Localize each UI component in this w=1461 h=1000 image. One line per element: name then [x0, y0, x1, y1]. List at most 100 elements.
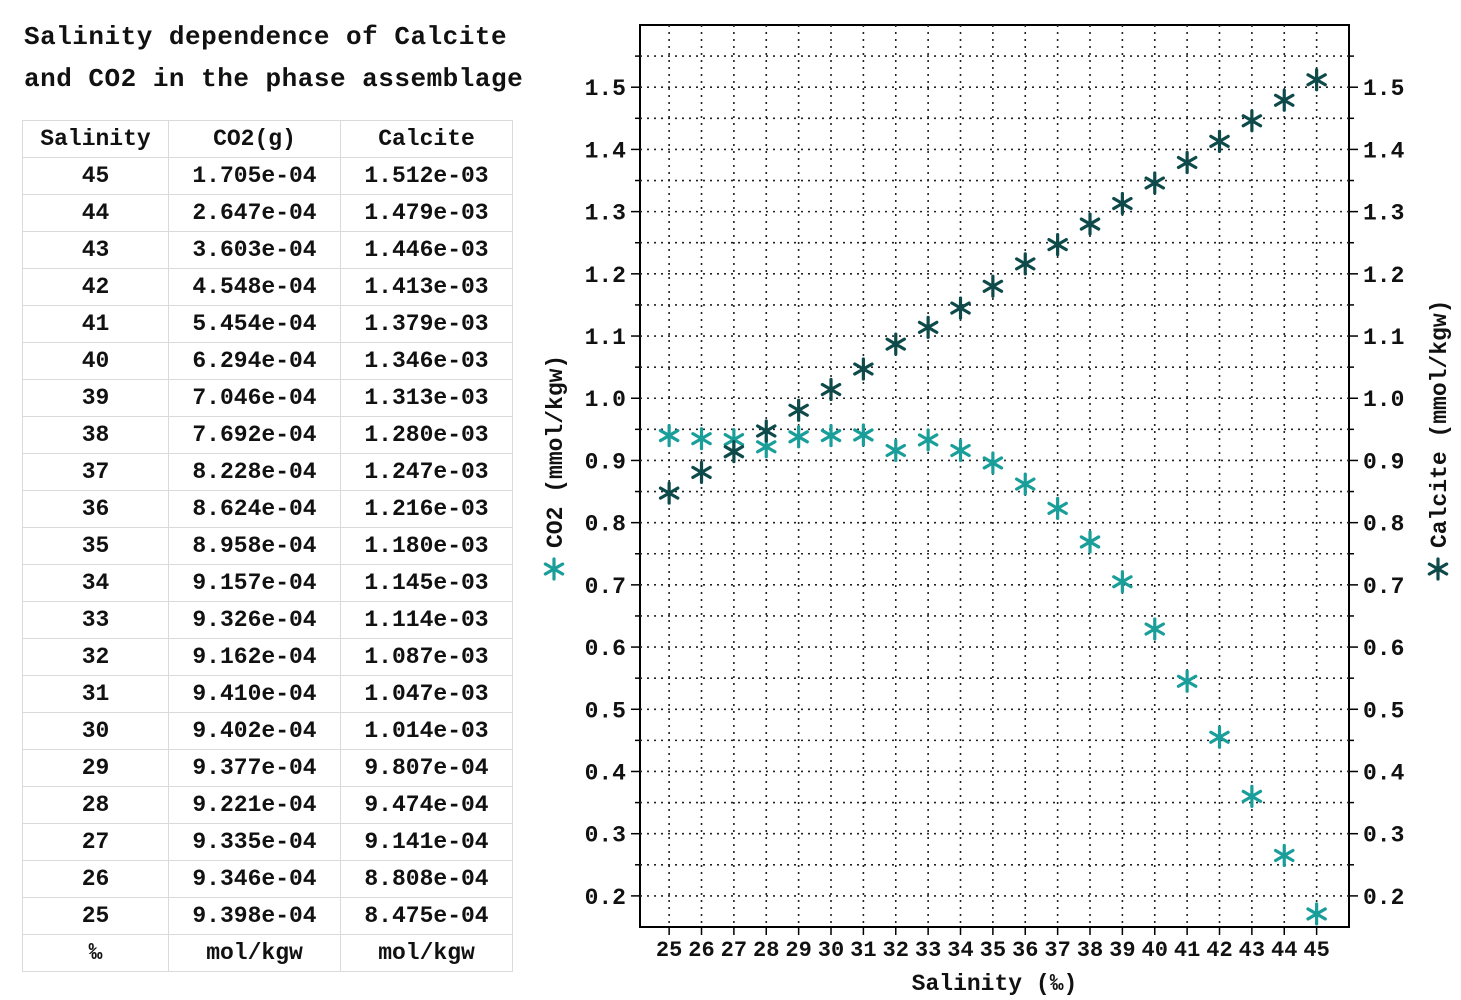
cell-co2: 9.326e-04	[168, 601, 341, 639]
cell-co2: 5.454e-04	[168, 305, 341, 343]
table-row: 36 8.624e-04 1.216e-03	[22, 490, 513, 528]
table-row: 28 9.221e-04 9.474e-04	[22, 786, 513, 824]
legend-marker-calcite	[1427, 557, 1449, 581]
data-point-calcite	[788, 398, 809, 422]
x-tick-label: 40	[1142, 938, 1168, 963]
x-tick-label: 28	[753, 938, 779, 963]
cell-co2: 9.346e-04	[168, 860, 341, 898]
table-row: 37 8.228e-04 1.247e-03	[22, 453, 513, 491]
cell-co2: 8.228e-04	[168, 453, 341, 491]
y-tick-label-left: 0.2	[585, 885, 626, 911]
y-tick-label-left: 1.3	[585, 201, 626, 227]
y-tick-label-right: 0.5	[1363, 698, 1404, 724]
data-point-co2	[820, 423, 842, 448]
data-point-calcite	[658, 481, 680, 505]
cell-calcite: 8.808e-04	[340, 860, 513, 898]
data-point-calcite	[1241, 109, 1263, 133]
cell-calcite: 1.280e-03	[340, 416, 513, 454]
data-point-calcite	[885, 332, 907, 356]
data-point-calcite	[1176, 150, 1198, 175]
y-tick-label-left: 1.4	[585, 138, 627, 164]
cell-calcite: 9.474e-04	[340, 786, 513, 824]
cell-calcite: 1.413e-03	[340, 268, 513, 306]
y-tick-label-left: 0.5	[585, 698, 626, 724]
y-tick-label-right: 1.3	[1363, 201, 1404, 227]
data-point-calcite	[820, 377, 842, 402]
cell-co2: 7.692e-04	[168, 416, 341, 454]
table-row: 31 9.410e-04 1.047e-03	[22, 675, 513, 713]
y-tick-label-left: 0.6	[585, 636, 626, 662]
x-tick-label: 32	[883, 938, 909, 963]
cell-calcite: 1.114e-03	[340, 601, 513, 639]
title-line-2: and CO2 in the phase assemblage	[24, 64, 524, 94]
data-point-co2	[1014, 472, 1036, 496]
cell-salinity: 43	[22, 231, 169, 269]
cell-salinity: 34	[22, 564, 169, 602]
x-tick-label: 34	[947, 938, 973, 963]
cell-salinity: 36	[22, 490, 169, 528]
cell-salinity: 27	[22, 823, 169, 861]
data-point-calcite	[756, 419, 777, 443]
cell-salinity: 30	[22, 712, 169, 750]
cell-calcite: 1.145e-03	[340, 564, 513, 602]
table-header-row: Salinity CO2(g) Calcite	[22, 120, 513, 158]
table-units-row: ‰ mol/kgw mol/kgw	[22, 934, 513, 972]
x-tick-label: 42	[1206, 938, 1232, 963]
cell-co2: 9.410e-04	[168, 675, 341, 713]
x-tick-label: 41	[1174, 938, 1200, 963]
y-tick-label-left: 0.7	[585, 574, 626, 600]
table-row: 42 4.548e-04 1.413e-03	[22, 268, 513, 306]
x-tick-label: 44	[1271, 938, 1297, 963]
x-tick-label: 36	[1012, 938, 1038, 963]
unit-cell-calcite: mol/kgw	[340, 934, 513, 972]
data-point-calcite	[950, 296, 971, 320]
cell-calcite: 1.512e-03	[340, 157, 513, 195]
y-tick-label-right: 0.8	[1363, 512, 1404, 538]
table-row: 32 9.162e-04 1.087e-03	[22, 638, 513, 676]
y-tick-label-right: 0.7	[1363, 574, 1404, 600]
x-tick-label: 29	[785, 938, 811, 963]
data-point-calcite	[1079, 212, 1101, 236]
data-point-calcite	[1014, 252, 1036, 276]
data-point-co2	[1273, 843, 1295, 868]
cell-co2: 9.402e-04	[168, 712, 341, 750]
y-axis-label-right: Calcite (mmol/kgw)	[1427, 300, 1453, 548]
cell-co2: 9.221e-04	[168, 786, 341, 824]
title-line-1: Salinity dependence of Calcite	[24, 22, 508, 52]
x-tick-label: 25	[656, 938, 682, 963]
cell-co2: 9.157e-04	[168, 564, 341, 602]
unit-cell-salinity: ‰	[22, 934, 169, 972]
table-row: 44 2.647e-04 1.479e-03	[22, 194, 513, 232]
data-point-calcite	[853, 357, 874, 381]
data-point-co2	[1047, 496, 1068, 520]
y-tick-label-left: 1.5	[585, 76, 626, 102]
data-point-co2	[853, 423, 874, 447]
y-tick-label-right: 1.1	[1363, 325, 1404, 351]
table-row: 27 9.335e-04 9.141e-04	[22, 823, 513, 861]
x-tick-label: 33	[915, 938, 941, 963]
cell-salinity: 31	[22, 675, 169, 713]
data-point-calcite	[1306, 68, 1327, 92]
cell-calcite: 1.446e-03	[340, 231, 513, 269]
header-calcite: Calcite	[340, 120, 513, 158]
x-tick-label: 31	[850, 938, 876, 963]
cell-salinity: 26	[22, 860, 169, 898]
data-point-co2	[691, 427, 712, 451]
data-point-calcite	[1209, 129, 1230, 153]
cell-salinity: 28	[22, 786, 169, 824]
data-point-co2	[1079, 530, 1101, 554]
data-point-calcite	[917, 315, 939, 339]
data-point-co2	[1144, 617, 1166, 641]
chart-title: Salinity dependence of Calcite and CO2 i…	[24, 16, 523, 100]
x-tick-label: 26	[688, 938, 714, 963]
data-point-co2	[950, 438, 971, 463]
y-tick-label-right: 0.2	[1363, 885, 1404, 911]
cell-salinity: 37	[22, 453, 169, 491]
y-axis-label-left: CO2 (mmol/kgw)	[543, 355, 569, 548]
x-tick-label: 45	[1303, 938, 1329, 963]
table-row: 43 3.603e-04 1.446e-03	[22, 231, 513, 269]
table-row: 26 9.346e-04 8.808e-04	[22, 860, 513, 898]
cell-calcite: 9.807e-04	[340, 749, 513, 787]
y-tick-label-right: 1.4	[1363, 138, 1405, 164]
data-point-co2	[982, 451, 1004, 475]
